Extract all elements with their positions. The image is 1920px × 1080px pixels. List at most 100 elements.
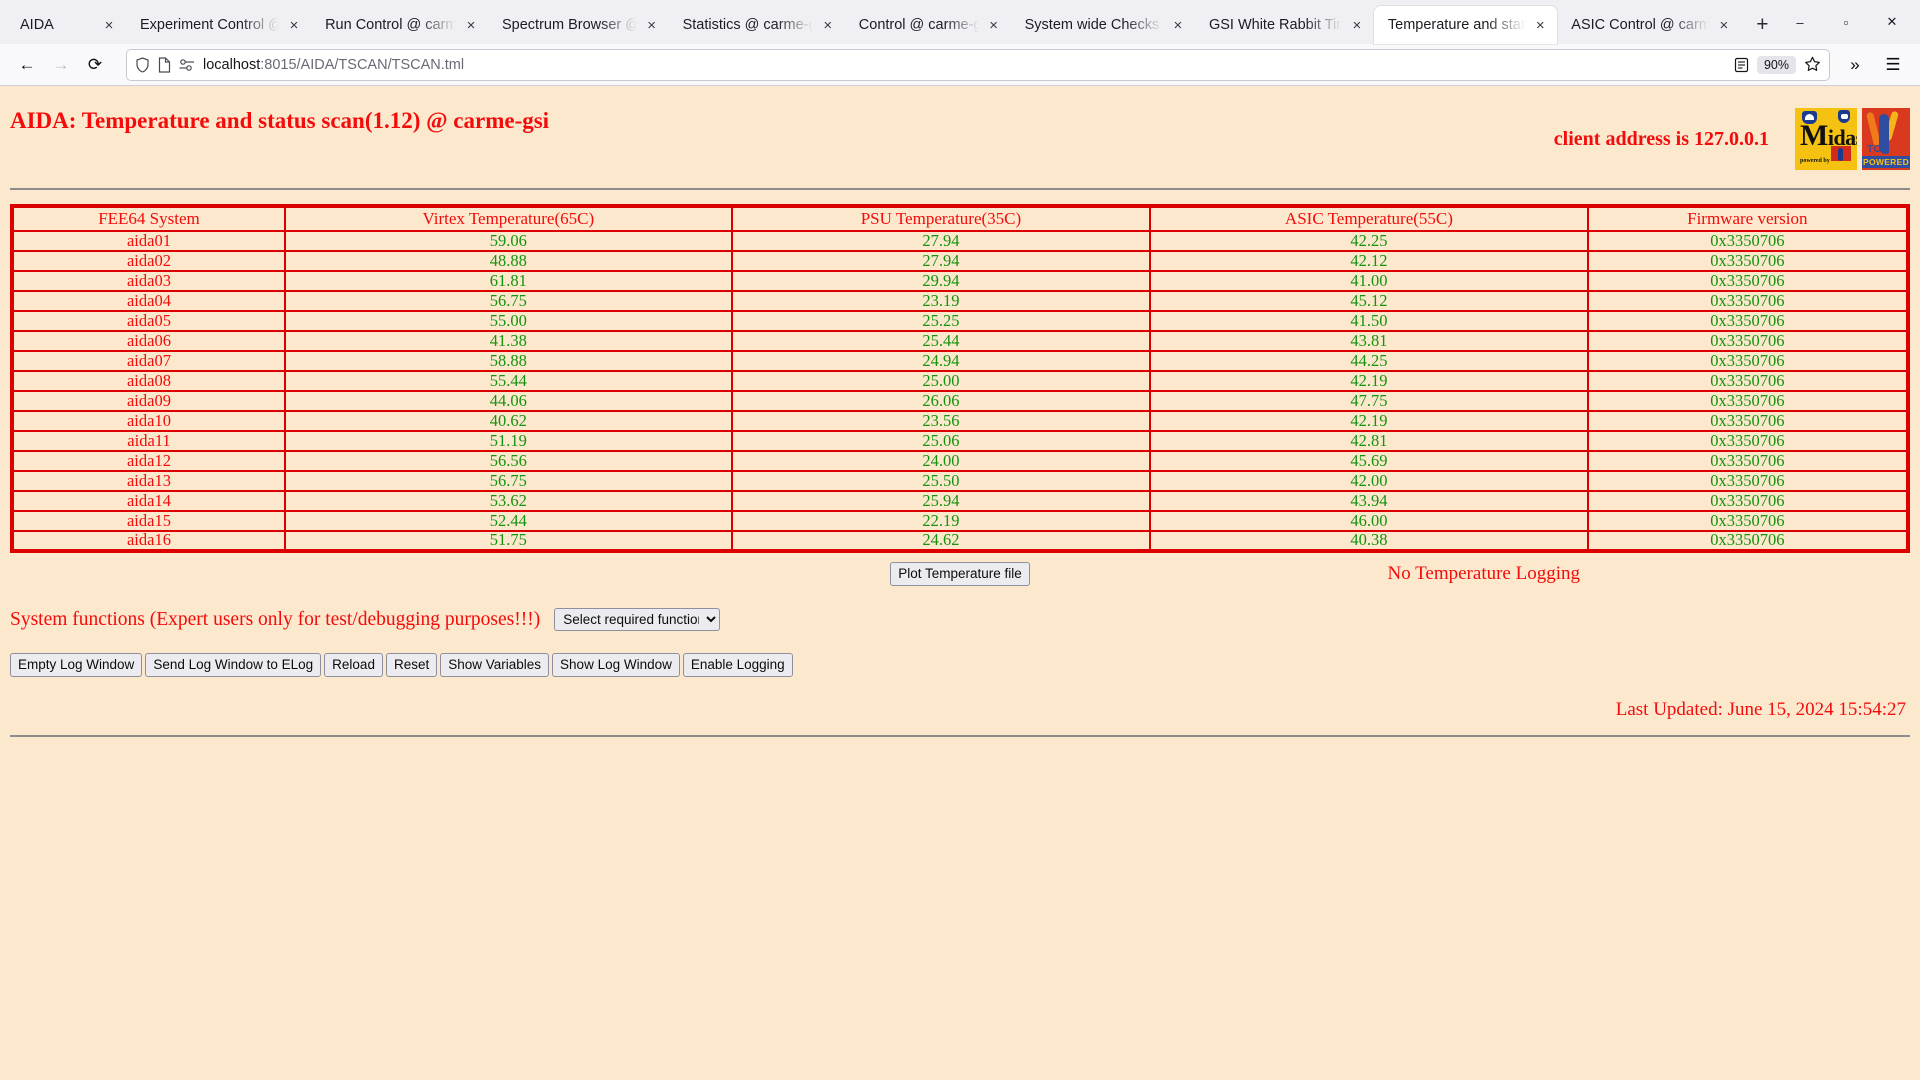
cell-firmware: 0x3350706 [1586,370,1910,392]
browser-tab-3[interactable]: Spectrum Browser @ c × [488,6,669,44]
reset-button[interactable]: Reset [385,653,438,678]
cell-asic: 40.38 [1149,530,1589,552]
cell-virtex: 40.62 [283,410,733,432]
tracking-protection-icon[interactable] [179,58,195,72]
cell-virtex: 61.81 [283,270,733,292]
action-button-row: Empty Log Window Send Log Window to ELog… [10,653,1910,678]
cell-firmware: 0x3350706 [1586,410,1910,432]
maximize-window-icon[interactable]: ▫ [1843,14,1849,30]
cell-firmware: 0x3350706 [1586,510,1910,532]
table-row: aida08 55.44 25.00 42.19 0x3350706 [11,370,1910,392]
cell-asic: 41.50 [1149,310,1589,332]
browser-tab-9[interactable]: ASIC Control @ carme- × [1557,6,1741,44]
cell-psu: 27.94 [730,250,1152,272]
midas-initial: M [1800,119,1828,152]
close-icon[interactable]: × [823,16,833,34]
page-info-icon[interactable] [158,56,171,73]
back-icon[interactable]: ← [18,54,36,74]
cell-asic: 42.19 [1149,410,1589,432]
footer-divider [10,735,1910,738]
url-text[interactable]: localhost:8015/AIDA/TSCAN/TSCAN.tml [203,57,1726,73]
forward-icon: → [52,54,70,74]
close-icon[interactable]: × [1352,16,1362,34]
cell-firmware: 0x3350706 [1586,310,1910,332]
system-functions-row: System functions (Expert users only for … [10,608,1910,632]
close-window-icon[interactable]: ✕ [1886,14,1898,29]
tab-label: Run Control @ carme- [325,17,456,33]
close-icon[interactable]: × [1719,16,1729,34]
browser-tab-7[interactable]: GSI White Rabbit Time × [1195,6,1374,44]
cell-psu: 25.06 [730,430,1152,452]
browser-tab-4[interactable]: Statistics @ carme-gsi × [669,6,845,44]
cell-psu: 25.94 [730,490,1152,512]
tcl-powered-logo-icon: TCL POWERED [1862,108,1910,170]
close-icon[interactable]: × [466,16,476,34]
cell-psu: 29.94 [730,270,1152,292]
browser-tab-8-active[interactable]: Temperature and status × [1373,6,1558,44]
cell-firmware: 0x3350706 [1586,530,1910,552]
plot-temperature-file-button[interactable]: Plot Temperature file [890,562,1030,587]
browser-tab-2[interactable]: Run Control @ carme- × [311,6,488,44]
reload-button[interactable]: Reload [324,653,383,678]
cell-asic: 45.12 [1149,290,1589,312]
cell-firmware: 0x3350706 [1586,390,1910,412]
shield-icon[interactable] [135,56,150,73]
minimize-window-icon[interactable]: – [1796,14,1804,30]
cell-firmware: 0x3350706 [1586,290,1910,312]
tab-label: Control @ carme-gsi [858,17,979,33]
table-body: aida01 59.06 27.94 42.25 0x3350706 aida02 48.8… [11,230,1910,552]
browser-tab-6[interactable]: System wide Checks @ × [1011,6,1195,44]
close-icon[interactable]: × [1173,16,1183,34]
cell-firmware: 0x3350706 [1586,330,1910,352]
show-log-window-button[interactable]: Show Log Window [552,653,680,678]
close-icon[interactable]: × [647,16,656,34]
browser-tab-1[interactable]: Experiment Control @ c × [126,6,311,44]
toolbar-right: » ☰ [1838,49,1910,81]
close-icon[interactable]: × [289,16,299,34]
tcl-label: TCL [1867,144,1888,155]
reload-icon[interactable]: ⟳ [87,54,103,74]
close-icon[interactable]: × [989,16,998,34]
cell-asic: 42.25 [1149,230,1589,252]
cell-asic: 41.00 [1149,270,1589,292]
new-tab-button[interactable]: + [1756,13,1769,36]
bookmark-star-icon[interactable] [1804,56,1821,73]
send-log-window-to-elog-button[interactable]: Send Log Window to ELog [145,653,322,678]
cell-system: aida01 [11,230,286,252]
cell-system: aida08 [11,370,286,392]
empty-log-window-button[interactable]: Empty Log Window [10,653,143,678]
close-icon[interactable]: × [104,16,114,34]
table-header-row: FEE64 System Virtex Temperature(65C) PSU… [11,205,1910,232]
cell-virtex: 55.44 [283,370,733,392]
window-controls: – ▫ ✕ [1778,6,1914,44]
address-bar[interactable]: localhost:8015/AIDA/TSCAN/TSCAN.tml 90% [126,48,1830,81]
cell-virtex: 55.00 [283,310,733,332]
cell-virtex: 52.44 [283,510,733,532]
browser-tab-0[interactable]: AIDA × [6,6,126,44]
reader-mode-icon[interactable] [1734,57,1749,73]
function-select[interactable]: Select required function [554,608,721,632]
cell-asic: 47.75 [1149,390,1589,412]
overflow-menu-icon[interactable]: » [1850,54,1860,74]
tab-label: System wide Checks @ [1024,17,1163,33]
table-row: aida14 53.62 25.94 43.94 0x3350706 [11,490,1910,512]
table-row: aida04 56.75 23.19 45.12 0x3350706 [11,290,1910,312]
cell-virtex: 41.38 [283,330,733,352]
system-functions-label: System functions (Expert users only for … [10,608,541,630]
show-variables-button[interactable]: Show Variables [440,653,550,678]
browser-tab-5[interactable]: Control @ carme-gsi × [845,6,1011,44]
enable-logging-button[interactable]: Enable Logging [682,653,793,678]
cell-asic: 43.81 [1149,330,1589,352]
cell-asic: 42.12 [1149,250,1589,272]
page-content: AIDA: Temperature and status scan(1.12) … [0,86,1920,1080]
column-header-psu: PSU Temperature(35C) [730,205,1152,232]
plot-row: Plot Temperature file No Temperature Log… [10,562,1910,587]
close-icon[interactable]: × [1535,16,1545,34]
tab-label: ASIC Control @ carme- [1571,17,1709,33]
cell-virtex: 53.62 [283,490,733,512]
column-header-firmware: Firmware version [1586,205,1910,232]
cell-psu: 27.94 [730,230,1152,252]
zoom-level-badge[interactable]: 90% [1756,55,1796,74]
table-row: aida16 51.75 24.62 40.38 0x3350706 [11,530,1910,552]
app-menu-icon[interactable]: ☰ [1885,54,1901,74]
